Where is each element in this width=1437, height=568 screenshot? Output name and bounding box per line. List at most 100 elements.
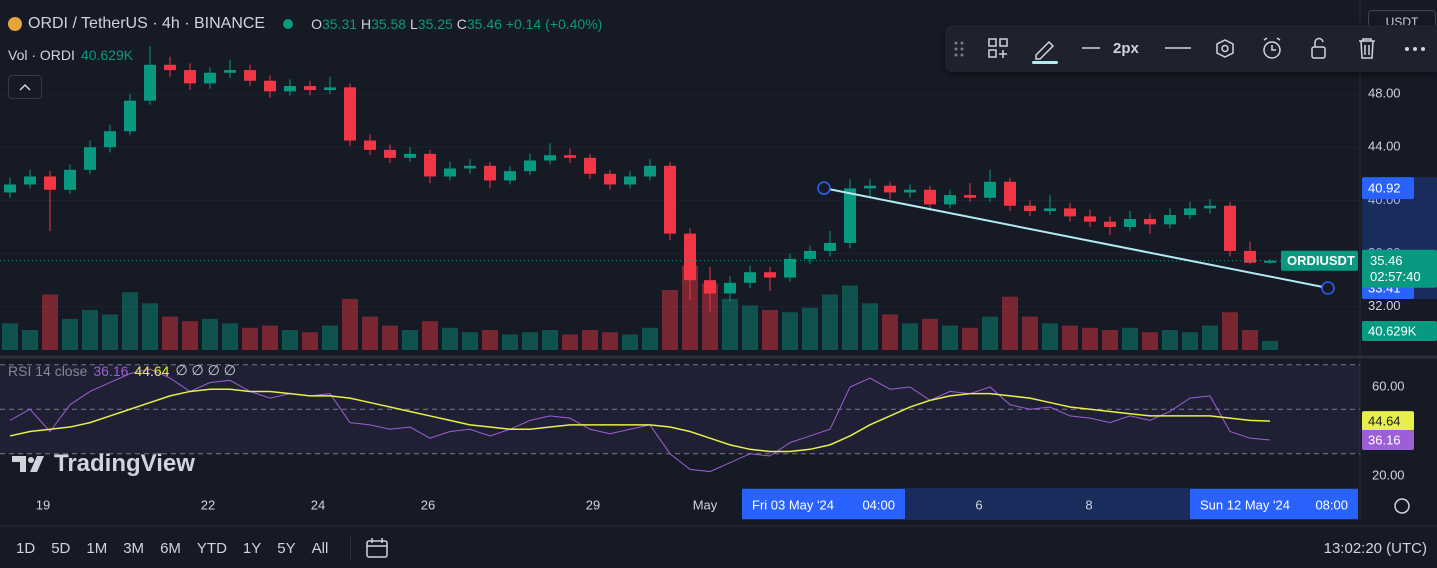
symbol-icon (8, 17, 22, 31)
timeframe-button[interactable]: 6M (160, 539, 181, 557)
candle-body (104, 131, 116, 148)
settings-icon[interactable] (1216, 39, 1234, 58)
more-icon[interactable] (1405, 47, 1425, 51)
y-tick-label: 32.00 (1368, 298, 1401, 313)
timeframe-button[interactable]: All (311, 539, 329, 557)
volume-bar (1182, 332, 1198, 350)
candle-body (744, 272, 756, 283)
x-tick-label: 29 (586, 497, 600, 512)
candle-body (624, 176, 636, 185)
volume-bar (662, 290, 678, 350)
last-price: 35.46 (1370, 253, 1403, 268)
lock-icon[interactable] (1311, 46, 1326, 59)
candle-body (1004, 181, 1016, 206)
volume-bar (362, 316, 378, 350)
trend-handle[interactable] (817, 181, 831, 195)
candle-body (4, 184, 16, 193)
candle-body (64, 169, 76, 190)
rsi-title: RSI 14 close (8, 362, 88, 379)
volume-bar (582, 330, 598, 350)
ohlc-key: C (456, 16, 467, 32)
volume-bar (62, 318, 78, 350)
volume-value: 40.629K (80, 47, 134, 63)
volume-legend: Vol · ORDI 40.629K (8, 47, 133, 63)
candle-body (384, 149, 396, 158)
rsi-ma-label-bg (1362, 411, 1414, 432)
symbol-label-bg (1281, 250, 1358, 271)
candle-body (1084, 216, 1096, 222)
trend-handle[interactable] (1321, 281, 1335, 295)
y-tick-label: 44.00 (1368, 139, 1401, 154)
chevron (19, 83, 31, 91)
candle-body (44, 176, 56, 190)
toolbar-icons: 2px (954, 37, 1425, 64)
brand: TradingView (12, 450, 195, 478)
volume-bar (742, 305, 758, 350)
candle-body (404, 153, 416, 158)
volume-bar (1022, 316, 1038, 350)
volume-bar (902, 323, 918, 350)
timeframe-button[interactable]: 1Y (242, 539, 262, 557)
volume-bar (402, 330, 418, 350)
timeframe-button[interactable]: 3M (123, 539, 145, 557)
color-icon[interactable] (1035, 40, 1055, 60)
brand-name: TradingView (54, 450, 195, 477)
candle-body (564, 155, 576, 158)
bottom-toolbar: 1D 5D 1M 3M 6M YTD 1Y 5Y All 13:02:20 (UTC) (0, 528, 1437, 568)
volume-bar (782, 312, 798, 350)
volume-bar (562, 334, 578, 350)
volume-bar (182, 321, 198, 350)
candle-body (244, 70, 256, 81)
volume-bar (1102, 330, 1118, 350)
collapse-button[interactable] (8, 75, 42, 99)
time-label-bg (742, 489, 905, 519)
timeframe-button[interactable]: YTD (196, 539, 227, 557)
volume-bar (1202, 325, 1218, 350)
volume-bar (82, 310, 98, 350)
x-tick-label: 19 (36, 497, 50, 512)
templates-icon[interactable] (988, 38, 997, 47)
volume-label-bg (1362, 320, 1437, 341)
timeframe-button[interactable]: 5Y (277, 539, 296, 557)
volume-bar (942, 325, 958, 350)
volume-bar (22, 330, 38, 350)
volume-bar (1242, 330, 1258, 350)
volume-bar (462, 332, 478, 350)
volume-bar (302, 332, 318, 350)
volume-bar (862, 303, 878, 350)
line-width[interactable]: 2px (1113, 40, 1140, 57)
timeframe-button[interactable]: 1D (16, 539, 36, 557)
rsi-tick-label: 20.00 (1372, 467, 1405, 482)
candle-body (944, 195, 956, 205)
ohlc-key: L (410, 16, 418, 32)
delete-icon[interactable] (1359, 38, 1375, 59)
color-swatch (1032, 61, 1058, 64)
volume-bar (142, 303, 158, 350)
candle-body (1064, 208, 1076, 217)
market-status (283, 19, 294, 29)
countdown: 02:57:40 (1370, 269, 1421, 284)
candle-body (264, 80, 276, 92)
plot: 48.0044.0040.0036.0032.0040.9233.4135.46… (0, 46, 1437, 520)
candle-body (224, 70, 236, 73)
date-range-icon[interactable] (350, 536, 393, 560)
y-tick-label: 48.00 (1368, 85, 1401, 100)
volume-bar (1082, 327, 1098, 350)
candle-body (364, 140, 376, 150)
candle-body (1144, 219, 1156, 225)
timeframe-button[interactable]: 1M (86, 539, 108, 557)
settings-gear[interactable] (1394, 498, 1410, 514)
volume-bar (382, 325, 398, 350)
candle-body (144, 64, 156, 101)
time-label-date: Sun 12 May '24 (1200, 497, 1290, 512)
timeframe-button[interactable]: 5D (51, 539, 71, 557)
candle-body (1044, 208, 1056, 212)
rsi-ma-line (9, 388, 1271, 453)
volume-bar (442, 327, 458, 350)
alert-icon[interactable] (1263, 41, 1281, 59)
last-price-bg (1362, 249, 1437, 288)
candle-body (644, 165, 656, 177)
volume-bar (1142, 332, 1158, 350)
volume-title: Vol · ORDI (8, 47, 75, 63)
